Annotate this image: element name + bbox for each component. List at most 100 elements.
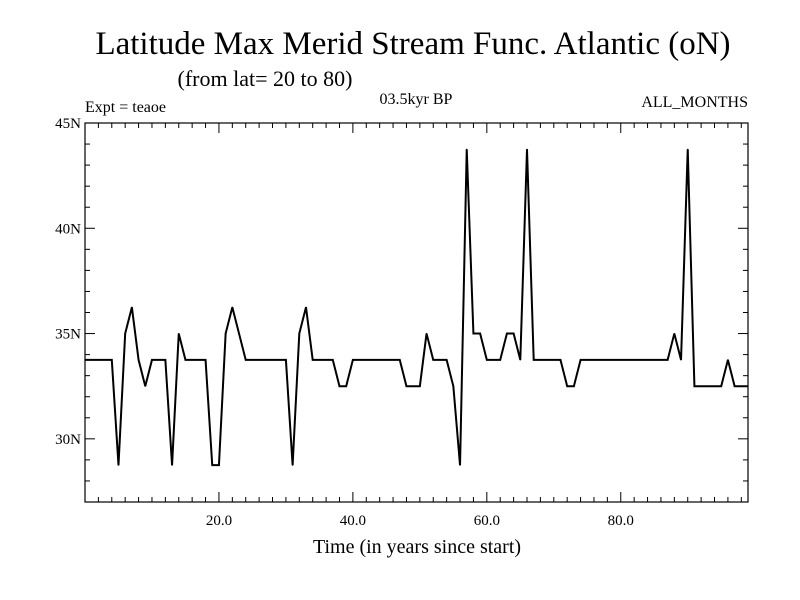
data-point (405, 385, 408, 387)
data-point (425, 332, 428, 335)
months-label: ALL_MONTHS (641, 94, 748, 111)
data-point (111, 359, 113, 361)
series-layer (84, 148, 749, 467)
data-point (178, 332, 180, 335)
data-point (305, 306, 307, 308)
data-point (673, 332, 675, 335)
data-point (225, 332, 227, 335)
plot-frame (84, 122, 749, 503)
data-point (419, 385, 421, 387)
data-point (747, 385, 749, 387)
data-point (385, 359, 387, 361)
data-point (640, 359, 642, 361)
tick-labels-layer: 20.0 40.0 60.0 80.0 30N 35N 40N 45N (55, 116, 634, 529)
data-point (191, 359, 193, 361)
data-point (533, 359, 535, 361)
x-tick-label: 40.0 (340, 513, 366, 529)
data-point (720, 385, 722, 387)
data-point (251, 359, 254, 361)
data-point (646, 359, 649, 361)
data-point (218, 464, 220, 466)
data-point (546, 359, 548, 361)
data-point (459, 464, 461, 466)
data-point (325, 359, 327, 361)
data-point (680, 359, 682, 361)
data-point (479, 332, 481, 335)
data-point (506, 332, 508, 335)
data-point (452, 385, 454, 387)
x-tick-label: 80.0 (608, 513, 634, 529)
data-point (606, 359, 608, 361)
data-point (466, 148, 468, 150)
data-point (566, 385, 568, 387)
data-point (211, 464, 213, 466)
data-point (687, 148, 689, 150)
data-point (338, 385, 341, 387)
data-point (258, 359, 260, 361)
data-point (472, 332, 475, 335)
data-point (84, 359, 86, 361)
data-point (593, 359, 595, 361)
data-point (734, 385, 736, 387)
ticks-layer (85, 122, 748, 503)
data-point (727, 359, 729, 361)
series-line (85, 149, 748, 467)
y-tick-label: 30N (55, 432, 81, 448)
data-point (446, 359, 448, 361)
data-point (600, 359, 602, 361)
data-point (653, 359, 655, 361)
data-point (492, 359, 495, 361)
data-point (633, 359, 635, 361)
chart-title: Latitude Max Merid Stream Func. Atlantic… (95, 26, 730, 62)
data-point (285, 359, 287, 361)
data-point (586, 359, 588, 361)
data-point (412, 385, 414, 387)
data-point (379, 359, 381, 361)
chart-subtitle: (from lat= 20 to 80) (178, 66, 353, 91)
data-point (265, 359, 267, 361)
data-point (97, 359, 99, 361)
x-tick-label: 60.0 (474, 513, 500, 529)
data-point (372, 359, 374, 361)
data-point (144, 385, 146, 387)
data-point (298, 332, 300, 335)
data-point (519, 359, 521, 361)
data-point (707, 385, 709, 387)
data-point (740, 385, 742, 387)
data-point (352, 359, 354, 361)
data-point (164, 359, 166, 361)
data-point (713, 385, 716, 387)
data-point (318, 359, 320, 361)
data-point (292, 464, 294, 466)
data-point (271, 359, 274, 361)
x-tick-label: 20.0 (206, 513, 232, 529)
data-point (439, 359, 441, 361)
data-point (131, 306, 133, 308)
data-point (573, 385, 575, 387)
data-point (399, 359, 401, 361)
data-point (171, 464, 173, 466)
data-point (151, 359, 153, 361)
data-point (693, 385, 696, 387)
data-point (358, 359, 361, 361)
data-point (124, 332, 126, 335)
data-point (117, 464, 120, 466)
data-point (486, 359, 488, 361)
y-tick-label: 40N (55, 221, 81, 237)
data-point (526, 148, 528, 150)
data-point (365, 359, 367, 361)
data-point (238, 332, 240, 335)
experiment-label: Expt = teaoe (85, 99, 166, 116)
data-point (660, 359, 662, 361)
data-point (312, 359, 314, 361)
data-point (392, 359, 394, 361)
data-point (345, 385, 347, 387)
data-point (700, 385, 702, 387)
y-tick-label: 35N (55, 327, 81, 343)
data-point (245, 359, 247, 361)
data-point (553, 359, 555, 361)
data-point (613, 359, 615, 361)
data-point (432, 359, 434, 361)
data-point (158, 359, 160, 361)
data-point (184, 359, 187, 361)
